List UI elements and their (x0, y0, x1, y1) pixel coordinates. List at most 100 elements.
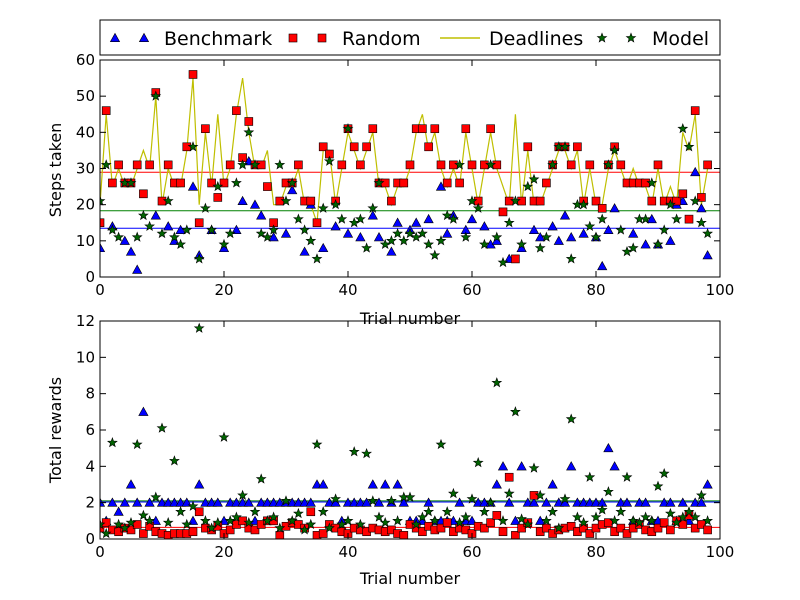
steps-point-model (224, 227, 236, 239)
steps-point-model (107, 224, 118, 235)
rewards-point-benchmark (156, 497, 168, 507)
steps-point-random (219, 178, 229, 188)
steps-point-model (435, 235, 447, 246)
rewards-point-model (553, 522, 565, 533)
rewards-point-model (485, 497, 496, 508)
steps-point-model (559, 141, 571, 152)
rewards-point-random (703, 525, 712, 535)
steps-point-model (404, 227, 416, 239)
steps-point-random (213, 193, 223, 202)
steps-point-benchmark (318, 242, 329, 253)
steps-point-random (504, 196, 514, 206)
steps-point-model (342, 123, 354, 134)
rewards-point-benchmark (243, 497, 254, 507)
steps-y-axis-label: Steps taken (46, 123, 65, 218)
steps-point-model (621, 246, 633, 257)
steps-point-random (647, 196, 657, 206)
steps-point-random (442, 178, 452, 188)
steps-point-model (100, 195, 106, 206)
steps-point-benchmark (479, 221, 490, 231)
steps-y-tick-label: 0 (85, 268, 95, 286)
legend-marker-model-icon (596, 32, 637, 43)
rewards-point-model (590, 511, 602, 522)
rewards-point-model (355, 518, 366, 530)
rewards-point-model (268, 511, 279, 522)
rewards-point-model (200, 515, 211, 526)
steps-point-random (380, 178, 390, 188)
steps-point-random (591, 196, 601, 206)
steps-point-random (318, 142, 328, 152)
steps-point-model (454, 159, 465, 170)
rewards-point-benchmark (119, 497, 130, 507)
steps-point-model (466, 195, 478, 206)
rewards-point-random (418, 527, 427, 537)
rewards-y-tick-label: 8 (85, 385, 95, 403)
steps-point-model (510, 195, 521, 206)
steps-point-model (503, 217, 515, 228)
steps-point-random (424, 142, 433, 152)
rewards-point-model (336, 518, 348, 530)
steps-point-random (449, 160, 458, 170)
steps-point-random (684, 214, 694, 224)
rewards-point-model (100, 518, 106, 530)
rewards-point-model (162, 516, 174, 528)
steps-point-model (615, 224, 627, 235)
rewards-point-benchmark (132, 497, 143, 507)
steps-point-model (658, 224, 670, 235)
steps-point-random (188, 70, 198, 79)
steps-point-benchmark (132, 264, 143, 274)
rewards-point-random (436, 523, 446, 533)
steps-point-model (125, 177, 137, 188)
rewards-point-model (286, 515, 298, 526)
steps-point-benchmark (299, 246, 310, 256)
rewards-point-random (486, 518, 495, 527)
steps-point-benchmark (249, 199, 261, 209)
steps-point-benchmark (280, 228, 292, 238)
rewards-point-benchmark (144, 497, 155, 507)
rewards-point-model (497, 515, 509, 526)
steps-point-benchmark (373, 231, 385, 242)
steps-y-tick-label: 20 (76, 196, 95, 214)
steps-point-random (368, 124, 378, 134)
steps-point-random (356, 160, 365, 170)
steps-point-model (268, 224, 279, 235)
steps-point-benchmark (330, 221, 341, 231)
legend-marker-benchmark-shape (109, 32, 121, 42)
rewards-point-model (702, 515, 713, 526)
steps-point-model (286, 177, 298, 188)
steps-point-random (498, 207, 508, 217)
rewards-point-model (621, 471, 633, 482)
rewards-point-benchmark (566, 461, 577, 471)
steps-point-model (702, 227, 713, 239)
steps-point-random (672, 196, 681, 206)
steps-point-model (293, 213, 304, 224)
rewards-point-model (479, 506, 490, 517)
steps-point-benchmark (696, 203, 707, 213)
rewards-point-benchmark (522, 497, 533, 507)
steps-x-ticks: 0 20 40 60 80 100 (95, 60, 734, 299)
steps-y-tick-label: 30 (76, 160, 95, 178)
rewards-point-benchmark (206, 497, 217, 507)
rewards-point-random (275, 531, 285, 539)
steps-point-model (627, 242, 639, 253)
steps-point-benchmark (100, 242, 106, 253)
rewards-point-model (175, 506, 186, 517)
steps-point-model (175, 238, 186, 250)
steps-point-model (609, 144, 620, 155)
rewards-point-model (528, 462, 540, 473)
rewards-y-axis-label: Total rewards (46, 377, 65, 484)
rewards-point-model (410, 518, 422, 530)
rewards-point-model (311, 438, 323, 450)
rewards-point-benchmark (473, 497, 484, 507)
steps-point-model (231, 177, 242, 188)
steps-point-random (703, 160, 712, 170)
rewards-point-benchmark (584, 497, 595, 507)
steps-point-random (690, 106, 700, 115)
rewards-x-tick-label: 100 (706, 543, 735, 561)
rewards-point-benchmark (212, 497, 223, 507)
steps-point-random (455, 178, 464, 188)
rewards-point-benchmark (274, 497, 285, 507)
rewards-point-random (566, 521, 576, 531)
legend-entry-random: Random (288, 28, 421, 50)
